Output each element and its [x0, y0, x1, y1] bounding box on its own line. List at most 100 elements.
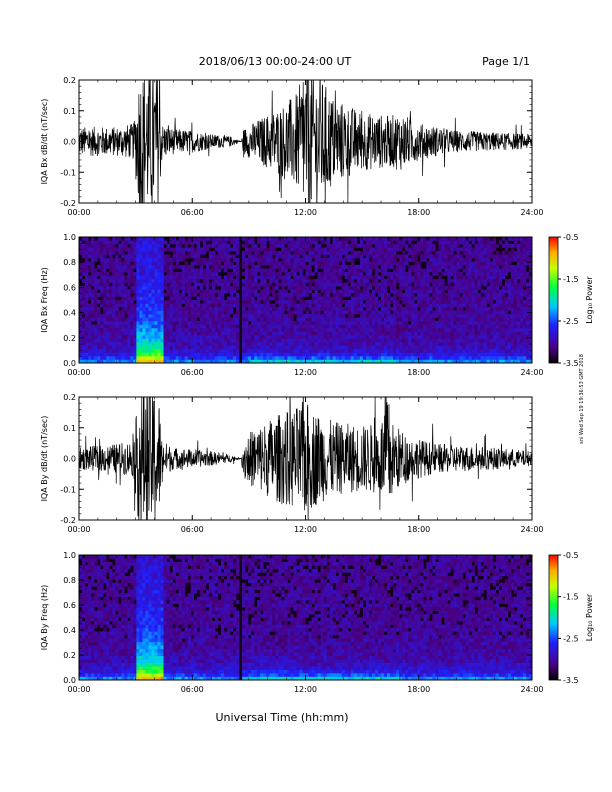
spectrogram-cell [193, 345, 198, 350]
spectrogram-cell [368, 244, 373, 248]
spectrogram-cell [205, 303, 210, 308]
spectrogram-cell [115, 303, 119, 308]
spectrogram-cell [193, 258, 198, 262]
spectrogram-cell [118, 244, 122, 248]
spectrogram-cell [453, 352, 457, 357]
spectrogram-cell [495, 317, 500, 322]
spectrogram-cell [115, 293, 119, 297]
spectrogram-cell [390, 328, 394, 332]
spectrogram-cell [220, 293, 225, 297]
spectrogram-cell [118, 261, 122, 266]
spectrogram-cell [79, 300, 83, 304]
spectrogram-cell [302, 342, 306, 346]
spectrogram-cell [471, 303, 475, 308]
spectrogram-cell [522, 307, 527, 311]
spectrogram-cell [112, 321, 116, 325]
spectrogram-cell [133, 303, 137, 308]
spectrogram-cell [426, 317, 430, 322]
spectrogram-cell [284, 237, 288, 241]
spectrogram-cell [199, 307, 204, 311]
spectrogram-cell [269, 265, 273, 269]
spectrogram-cell [163, 317, 167, 322]
spectrogram-cell [127, 342, 131, 346]
spectrogram-cell [495, 342, 500, 346]
spectrogram-cell [296, 244, 300, 248]
spectrogram-cell [148, 321, 152, 325]
spectrogram-cell [308, 324, 312, 329]
spectrogram-cell [344, 286, 349, 290]
spectrogram-cell [516, 310, 521, 315]
spectrogram-cell [374, 289, 379, 294]
spectrogram-cell [335, 251, 340, 255]
spectrogram-cell [326, 275, 330, 280]
spectrogram-cell [112, 275, 116, 280]
spectrogram-cell [263, 356, 267, 360]
spectrogram-cell [519, 244, 524, 248]
spectrogram-cell [347, 254, 352, 259]
spectrogram-cell [459, 254, 463, 259]
spectrogram-cell [396, 300, 400, 304]
spectrogram-cell [142, 300, 146, 304]
spectrogram-cell [326, 258, 330, 262]
spectrogram-cell [290, 342, 294, 346]
spectrogram-cell [317, 356, 321, 360]
spectrogram-cell [332, 345, 336, 350]
spectrogram-cell [368, 335, 373, 339]
spectrogram-cell [447, 296, 451, 301]
spectrogram-cell [492, 317, 497, 322]
spectrogram-cell [374, 303, 379, 308]
spectrogram-cell [118, 289, 122, 294]
spectrogram-cell [275, 349, 279, 353]
spectrogram-cell [166, 324, 170, 329]
spectrogram-cell [356, 289, 361, 294]
spectrogram-cell [335, 282, 340, 287]
spectrogram-cell [190, 335, 195, 339]
spectrogram-cell [495, 359, 500, 364]
spectrogram-cell [513, 254, 518, 259]
spectrogram-cell [359, 282, 364, 287]
spectrogram-cell [474, 268, 478, 273]
spectrogram-cell [260, 237, 264, 241]
spectrogram-cell [281, 328, 285, 332]
spectrogram-cell [453, 282, 457, 287]
spectrogram-cell [335, 261, 340, 266]
spectrogram-cell [501, 272, 506, 276]
spectrogram-cell [356, 265, 361, 269]
spectrogram-cell [329, 261, 333, 266]
spectrogram-cell [411, 289, 415, 294]
spectrogram-cell [217, 293, 222, 297]
spectrogram-cell [396, 247, 400, 252]
spectrogram-cell [384, 265, 388, 269]
spectrogram-cell [190, 328, 195, 332]
spectrogram-cell [374, 300, 379, 304]
spectrogram-cell [335, 268, 340, 273]
spectrogram-cell [441, 317, 445, 322]
spectrogram-cell [456, 254, 460, 259]
spectrogram-cell [465, 331, 469, 336]
spectrogram-cell [308, 240, 312, 245]
spectrogram-cell [172, 286, 176, 290]
spectrogram-cell [371, 279, 376, 283]
spectrogram-cell [181, 247, 185, 252]
x-tick-label: 06:00 [181, 208, 204, 217]
spectrogram-cell [211, 359, 216, 364]
spectrogram-cell [519, 279, 524, 283]
spectrogram-cell [396, 317, 400, 322]
spectrogram-cell [211, 254, 216, 259]
spectrogram-cell [103, 237, 107, 241]
spectrogram-cell [193, 331, 198, 336]
spectrogram-cell [163, 247, 167, 252]
spectrogram-cell [477, 331, 481, 336]
spectrogram-cell [187, 342, 192, 346]
spectrogram-cell [115, 261, 119, 266]
spectrogram-cell [254, 247, 258, 252]
spectrogram-cell [381, 240, 385, 245]
spectrogram-cell [100, 359, 104, 364]
spectrogram-cell [365, 359, 370, 364]
spectrogram-cell [450, 289, 454, 294]
spectrogram-cell [320, 345, 324, 350]
spectrogram-cell [82, 338, 86, 343]
spectrogram-cell [248, 331, 252, 336]
spectrogram-cell [426, 265, 430, 269]
spectrogram-cell [507, 286, 512, 290]
